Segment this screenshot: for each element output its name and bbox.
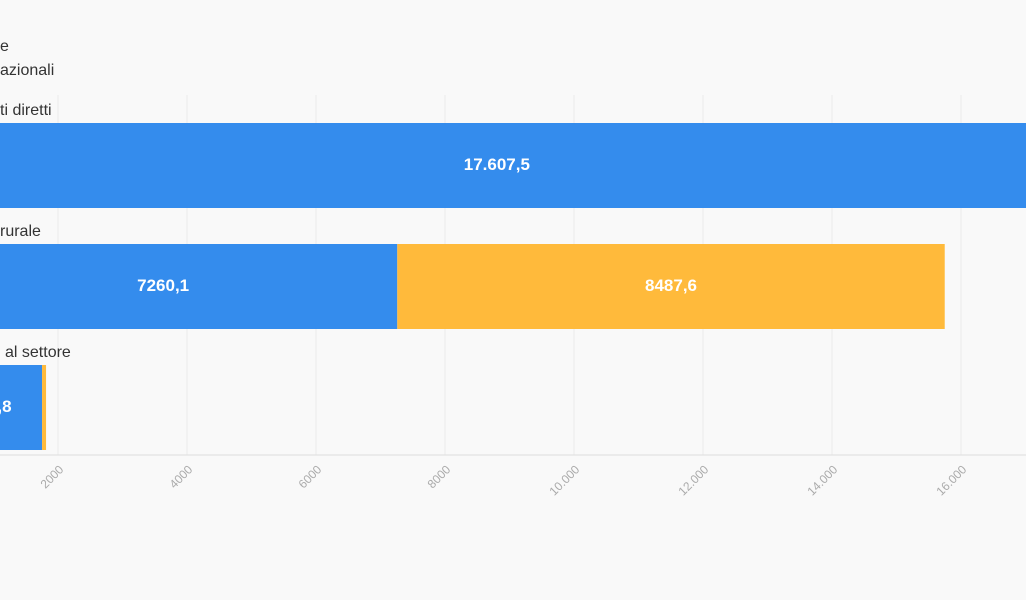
- x-tick-label: 10.000: [547, 462, 583, 498]
- bar-segment: [0, 365, 43, 450]
- x-tick-label: 4000: [167, 462, 196, 491]
- bar-segment: [42, 365, 47, 450]
- category-label: ti diretti: [0, 102, 52, 119]
- value-label: 1752,8: [0, 397, 12, 416]
- value-label: 7260,1: [137, 276, 189, 295]
- x-tick-label: 16.000: [934, 462, 970, 498]
- subtitle: e: [0, 38, 9, 55]
- bar-segment: [0, 123, 1026, 208]
- bar-segment: [397, 244, 945, 329]
- x-tick-label: 14.000: [805, 462, 841, 498]
- value-label: 8487,6: [645, 276, 697, 295]
- x-tick-label: 12.000: [676, 462, 712, 498]
- bar-segment: [0, 244, 398, 329]
- subtitle: azionali: [0, 62, 54, 79]
- category-label: rurale: [0, 223, 41, 240]
- x-tick-label: 2000: [38, 462, 67, 491]
- category-label: al settore: [5, 344, 71, 361]
- x-tick-label: 6000: [296, 462, 325, 491]
- x-tick-label: 8000: [425, 462, 454, 491]
- value-label: 17.607,5: [464, 155, 530, 174]
